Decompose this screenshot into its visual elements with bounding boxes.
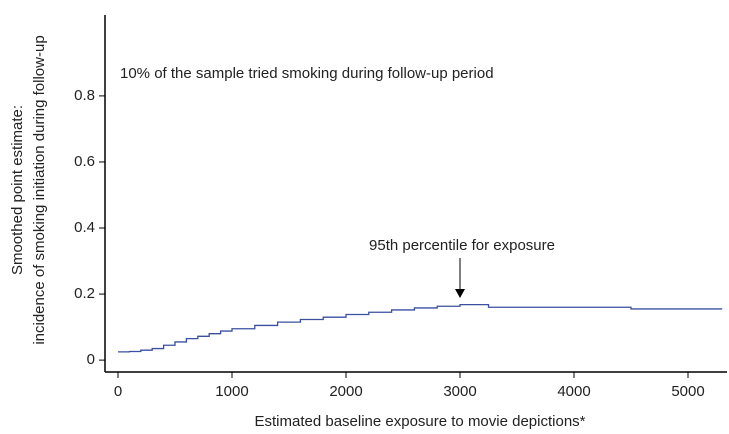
- x-tick-label: 4000: [557, 383, 590, 400]
- arrow-label: 95th percentile for exposure: [369, 237, 555, 254]
- x-tick-label: 5000: [671, 383, 704, 400]
- x-tick-label: 1000: [215, 383, 248, 400]
- x-axis-label: Estimated baseline exposure to movie dep…: [254, 413, 585, 430]
- annotation: 10% of the sample tried smoking during f…: [120, 65, 494, 82]
- x-tick-label: 3000: [443, 383, 476, 400]
- y-tick-label: 0: [87, 351, 95, 368]
- y-tick-label: 0.8: [74, 87, 95, 104]
- x-tick-label: 2000: [329, 383, 362, 400]
- y-axis-label: Smoothed point estimate:: [9, 105, 26, 275]
- y-tick-label: 0.6: [74, 153, 95, 170]
- y-tick-label: 0.2: [74, 285, 95, 302]
- arrow-head: [455, 289, 465, 298]
- line: [117, 303, 723, 353]
- x-tick-label: 0: [114, 383, 122, 400]
- y-tick-label: 0.4: [74, 219, 95, 236]
- y-axis-label: incidence of smoking initiation during f…: [31, 35, 48, 344]
